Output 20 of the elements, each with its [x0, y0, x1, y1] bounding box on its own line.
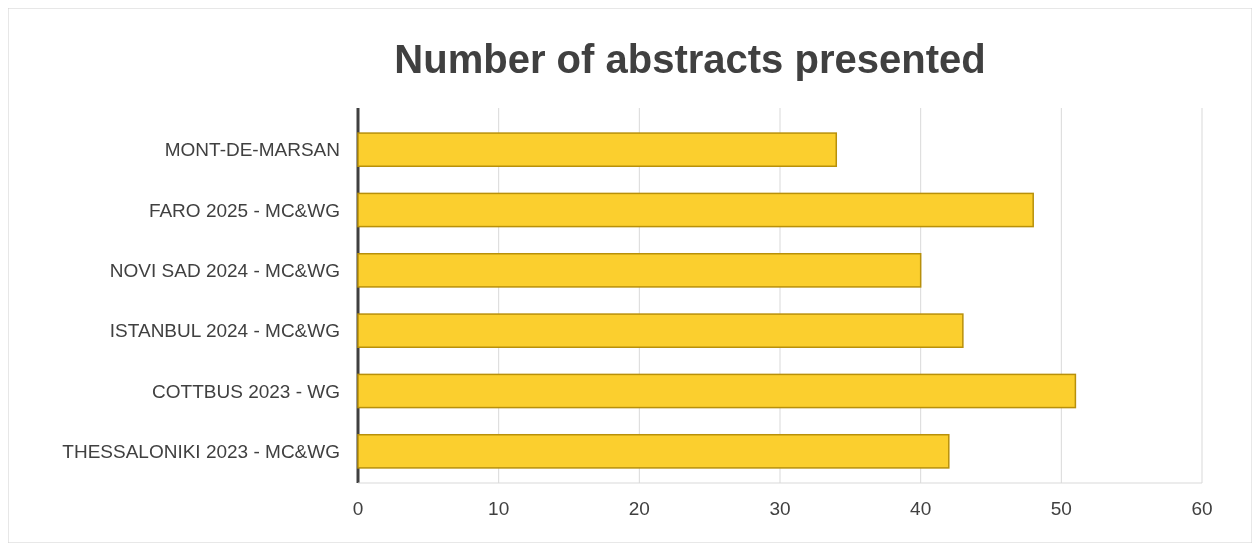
x-tick-label: 50	[1050, 498, 1072, 519]
x-tick-label: 0	[352, 498, 364, 519]
bar	[357, 313, 964, 349]
y-tick-label: FARO 2025 - MC&WG	[148, 199, 340, 221]
x-tick-label: 60	[1191, 498, 1213, 519]
x-tick-label: 10	[488, 498, 510, 519]
y-tick-label: ISTANBUL 2024 - MC&WG	[109, 320, 340, 342]
bar	[357, 132, 838, 168]
bar	[357, 373, 1077, 409]
y-tick-label: COTTBUS 2023 - WG	[152, 380, 340, 402]
x-tick-label: 30	[769, 498, 791, 519]
y-tick-label: THESSALONIKI 2023 - MC&WG	[62, 440, 340, 462]
x-tick-label: 20	[628, 498, 650, 519]
bar	[357, 433, 950, 469]
chart-title: Number of abstracts presented	[394, 37, 986, 81]
bar	[357, 192, 1034, 228]
y-tick-label: MONT-DE-MARSAN	[164, 139, 340, 161]
bar	[357, 252, 922, 288]
x-tick-label: 40	[910, 498, 932, 519]
y-tick-label: NOVI SAD 2024 - MC&WG	[109, 259, 340, 281]
